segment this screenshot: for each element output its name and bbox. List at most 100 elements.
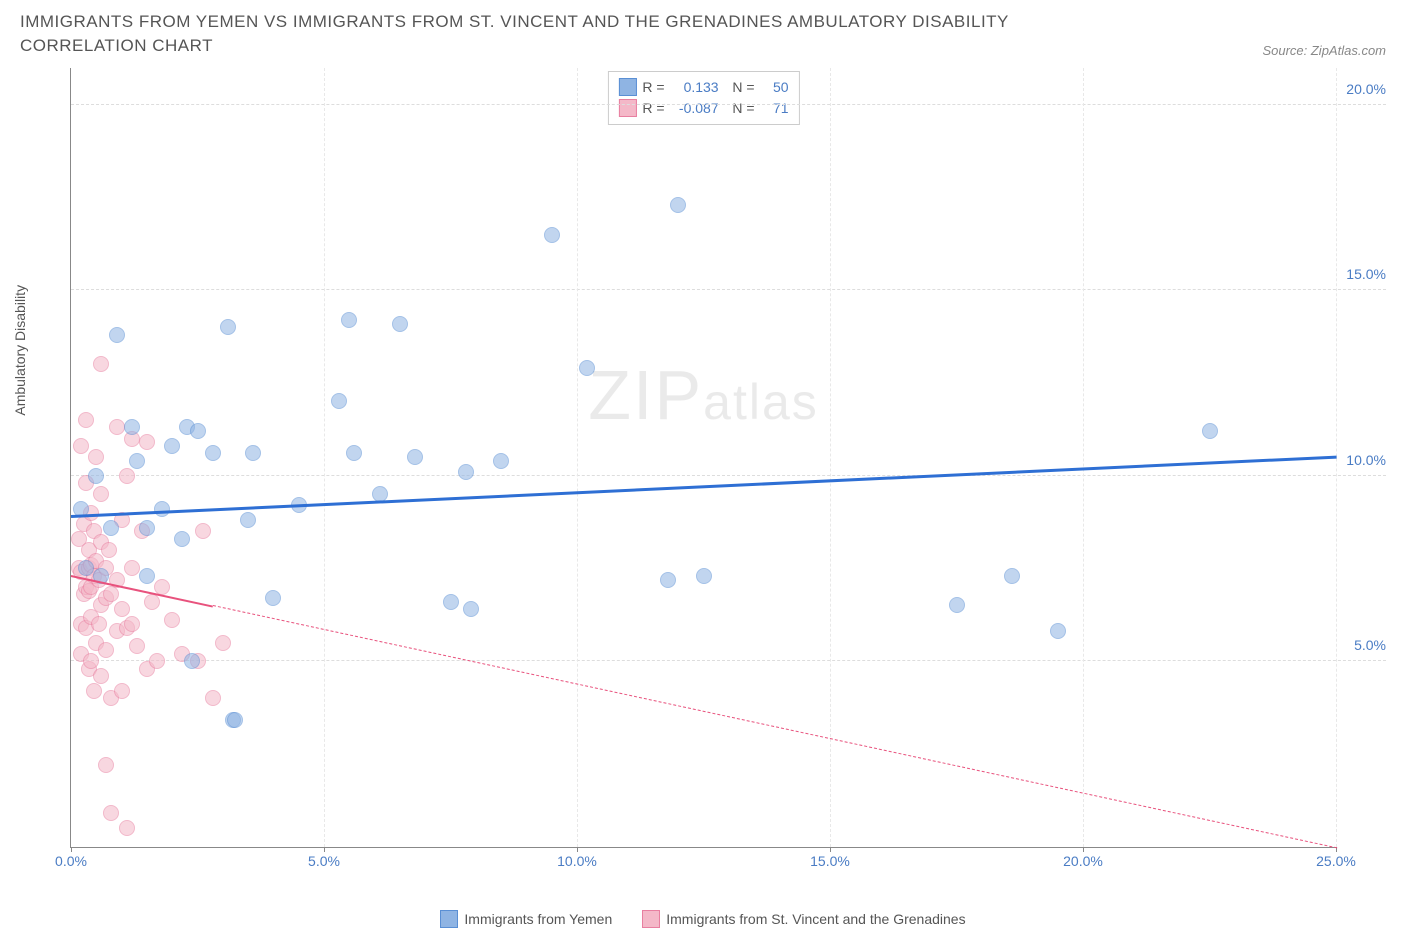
data-point xyxy=(119,820,135,836)
chart-header: IMMIGRANTS FROM YEMEN VS IMMIGRANTS FROM… xyxy=(0,0,1406,63)
data-point xyxy=(114,683,130,699)
grid-line xyxy=(1083,68,1084,847)
legend-swatch-icon xyxy=(618,99,636,117)
data-point xyxy=(195,523,211,539)
plot-area: ZIPatlas R =0.133 N =50R =-0.087 N =71 5… xyxy=(70,68,1336,848)
grid-line xyxy=(71,289,1386,290)
data-point xyxy=(458,464,474,480)
data-point xyxy=(174,531,190,547)
x-tick-label: 20.0% xyxy=(1063,853,1103,869)
watermark-atlas: atlas xyxy=(703,374,819,430)
data-point xyxy=(579,360,595,376)
source-attribution: Source: ZipAtlas.com xyxy=(1262,43,1386,58)
data-point xyxy=(154,501,170,517)
x-tick-label: 10.0% xyxy=(557,853,597,869)
x-tick-label: 5.0% xyxy=(308,853,340,869)
data-point xyxy=(93,668,109,684)
data-point xyxy=(205,445,221,461)
data-point xyxy=(139,434,155,450)
data-point xyxy=(245,445,261,461)
data-point xyxy=(1050,623,1066,639)
x-tick-mark xyxy=(1083,847,1084,852)
x-tick-label: 15.0% xyxy=(810,853,850,869)
data-point xyxy=(164,438,180,454)
data-point xyxy=(696,568,712,584)
series-legend: Immigrants from Yemen Immigrants from St… xyxy=(0,910,1406,928)
grid-line xyxy=(71,104,1386,105)
x-tick-mark xyxy=(577,847,578,852)
data-point xyxy=(1004,568,1020,584)
trend-line xyxy=(71,456,1337,518)
data-point xyxy=(215,635,231,651)
data-point xyxy=(463,601,479,617)
legend-r-value: 0.133 xyxy=(671,77,719,98)
data-point xyxy=(93,486,109,502)
data-point xyxy=(220,319,236,335)
data-point xyxy=(346,445,362,461)
chart-container: Ambulatory Disability ZIPatlas R =0.133 … xyxy=(50,68,1386,878)
legend-row: R =0.133 N =50 xyxy=(618,77,788,98)
correlation-legend: R =0.133 N =50R =-0.087 N =71 xyxy=(607,71,799,125)
legend-swatch-icon xyxy=(642,910,660,928)
data-point xyxy=(98,757,114,773)
legend-n-value: 71 xyxy=(761,98,789,119)
legend-r-value: -0.087 xyxy=(671,98,719,119)
data-point xyxy=(103,520,119,536)
grid-line xyxy=(577,68,578,847)
legend-r-label: R = xyxy=(642,77,664,98)
data-point xyxy=(949,597,965,613)
legend-label-yemen: Immigrants from Yemen xyxy=(464,911,612,927)
data-point xyxy=(392,316,408,332)
chart-title: IMMIGRANTS FROM YEMEN VS IMMIGRANTS FROM… xyxy=(20,10,1120,58)
data-point xyxy=(124,616,140,632)
data-point xyxy=(670,197,686,213)
data-point xyxy=(109,419,125,435)
x-tick-mark xyxy=(324,847,325,852)
data-point xyxy=(139,568,155,584)
data-point xyxy=(78,560,94,576)
data-point xyxy=(265,590,281,606)
y-axis-label: Ambulatory Disability xyxy=(12,285,28,416)
data-point xyxy=(124,419,140,435)
data-point xyxy=(103,586,119,602)
y-tick-label: 15.0% xyxy=(1346,266,1386,282)
data-point xyxy=(227,712,243,728)
x-tick-mark xyxy=(830,847,831,852)
legend-n-label: N = xyxy=(725,77,755,98)
data-point xyxy=(119,468,135,484)
legend-swatch-icon xyxy=(440,910,458,928)
data-point xyxy=(78,412,94,428)
data-point xyxy=(88,449,104,465)
data-point xyxy=(144,594,160,610)
data-point xyxy=(660,572,676,588)
data-point xyxy=(184,653,200,669)
data-point xyxy=(93,356,109,372)
data-point xyxy=(544,227,560,243)
legend-item-svg: Immigrants from St. Vincent and the Gren… xyxy=(642,910,965,928)
legend-n-label: N = xyxy=(725,98,755,119)
grid-line xyxy=(71,475,1386,476)
data-point xyxy=(139,520,155,536)
data-point xyxy=(190,423,206,439)
data-point xyxy=(103,805,119,821)
data-point xyxy=(407,449,423,465)
data-point xyxy=(331,393,347,409)
trend-line-extrapolated xyxy=(213,605,1337,848)
legend-item-yemen: Immigrants from Yemen xyxy=(440,910,612,928)
legend-label-svg: Immigrants from St. Vincent and the Gren… xyxy=(666,911,965,927)
data-point xyxy=(443,594,459,610)
data-point xyxy=(109,327,125,343)
data-point xyxy=(129,638,145,654)
data-point xyxy=(129,453,145,469)
legend-swatch-icon xyxy=(618,78,636,96)
data-point xyxy=(205,690,221,706)
x-tick-label: 25.0% xyxy=(1316,853,1356,869)
watermark-zip: ZIP xyxy=(588,356,703,434)
data-point xyxy=(240,512,256,528)
data-point xyxy=(86,683,102,699)
legend-r-label: R = xyxy=(642,98,664,119)
watermark: ZIPatlas xyxy=(588,355,819,435)
x-tick-label: 0.0% xyxy=(55,853,87,869)
data-point xyxy=(91,616,107,632)
x-tick-mark xyxy=(71,847,72,852)
